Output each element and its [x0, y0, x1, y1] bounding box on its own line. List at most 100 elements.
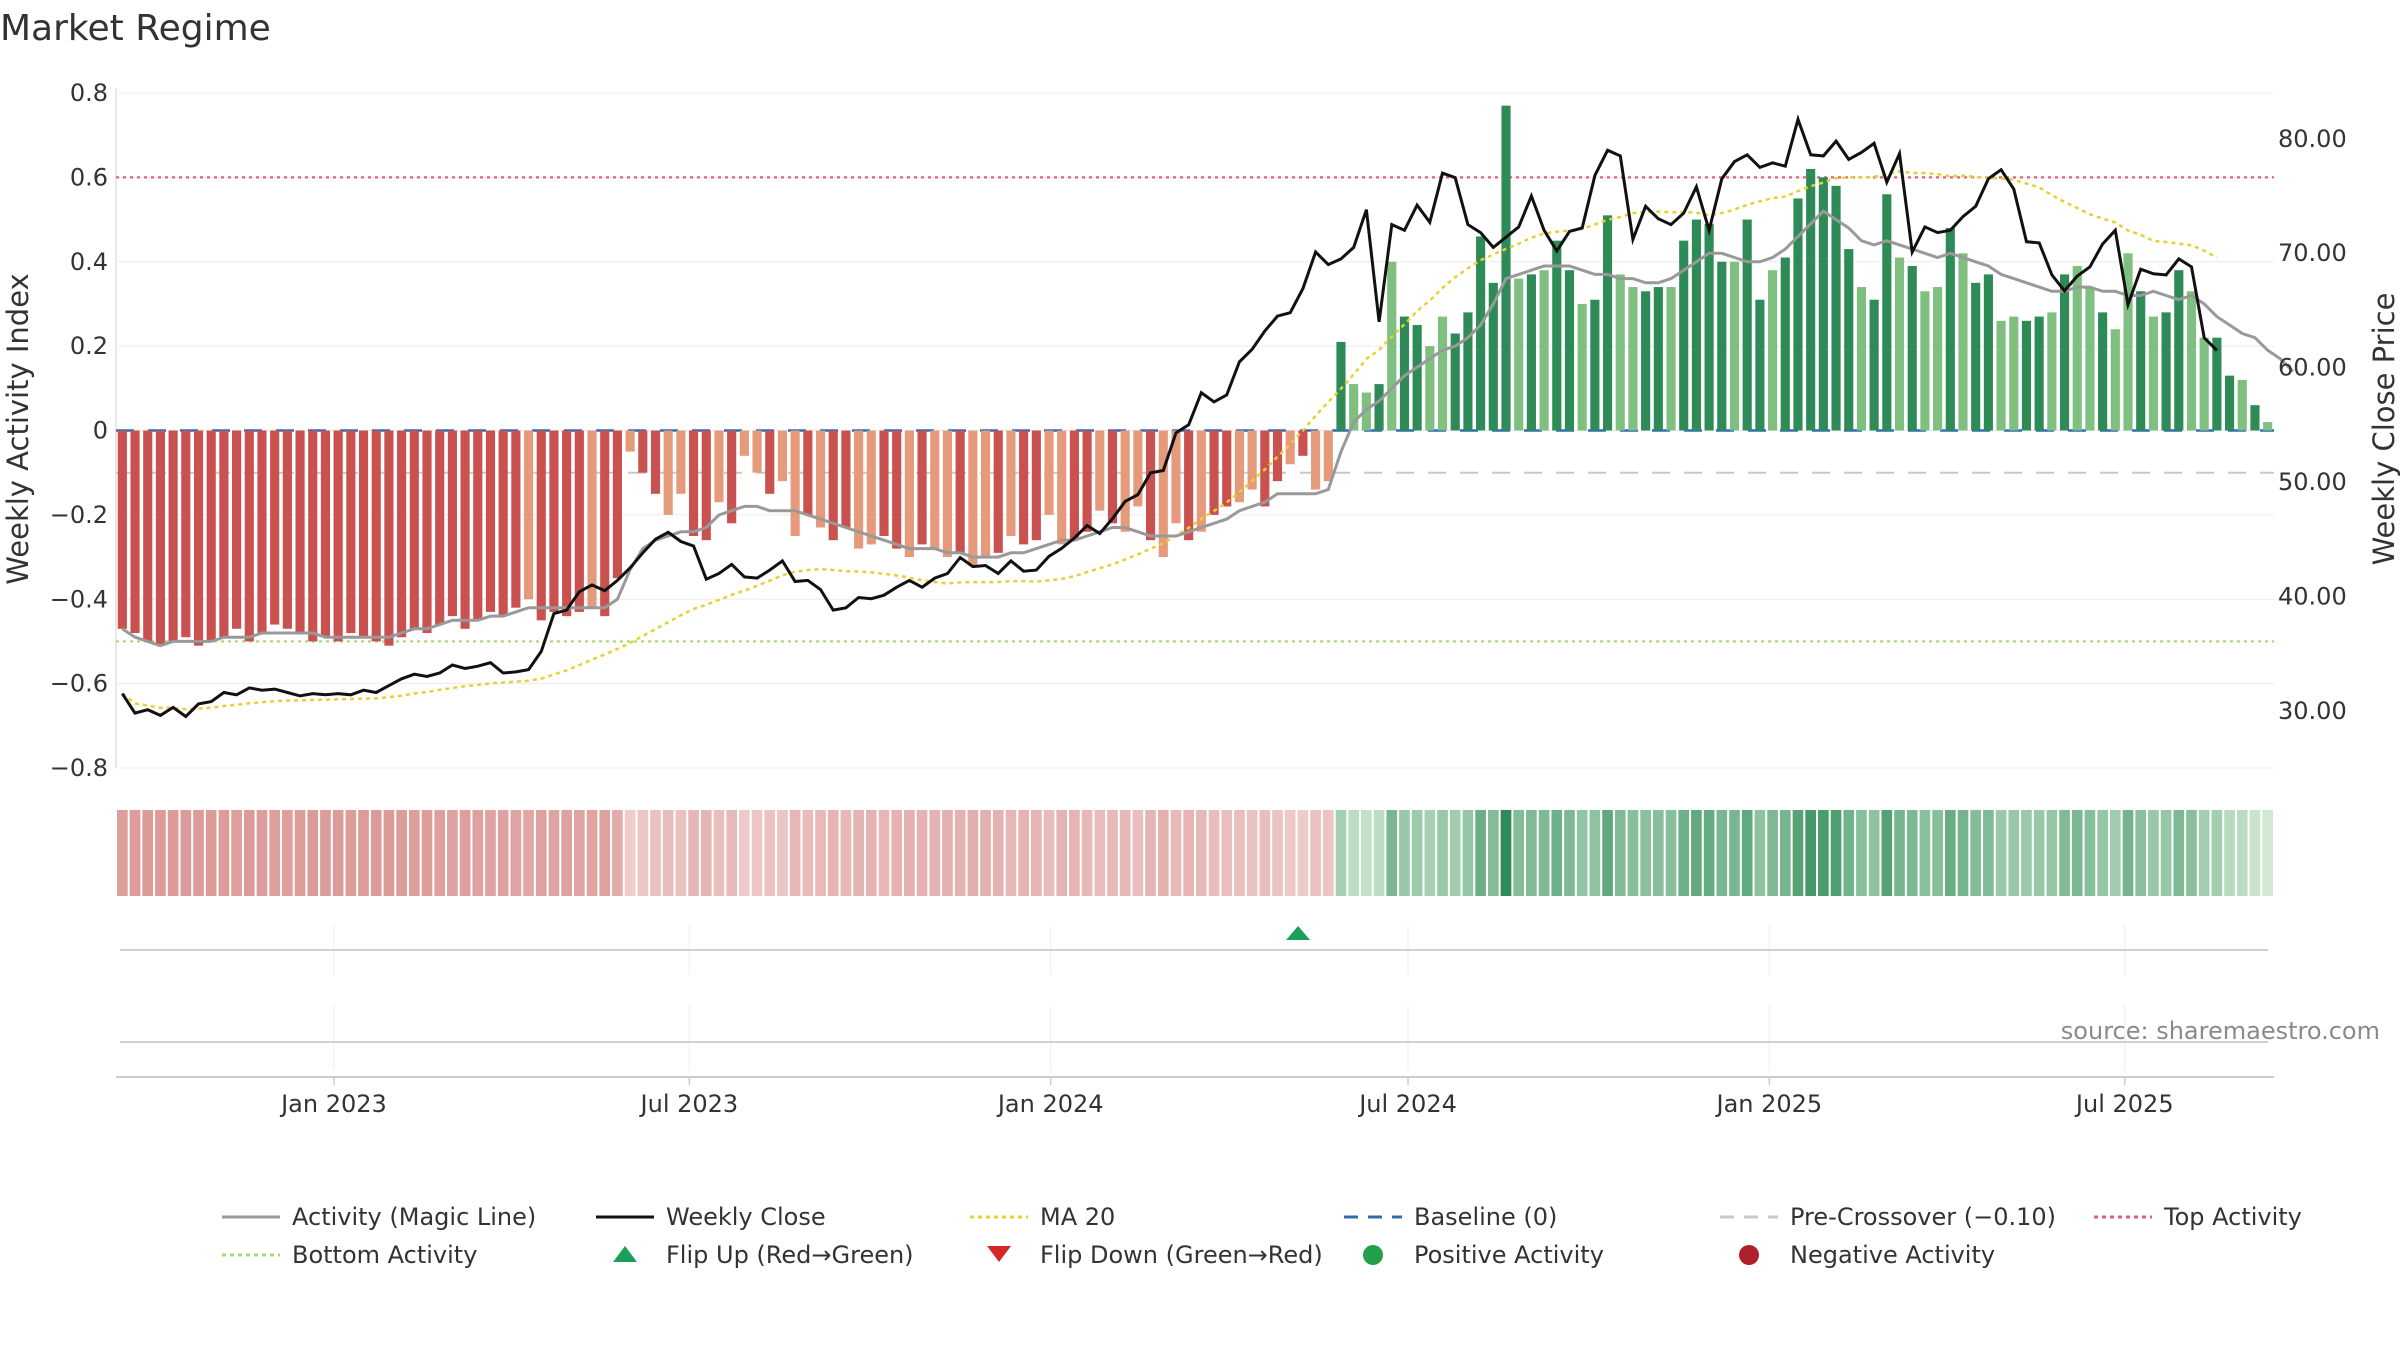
heat-strip-cell — [1538, 810, 1550, 896]
x-tick-label: Jul 2025 — [2074, 1090, 2174, 1118]
activity-bar — [1882, 194, 1892, 431]
activity-bar — [2212, 337, 2222, 431]
heat-strip-cell — [942, 810, 953, 896]
activity-bar — [206, 430, 216, 642]
heat-strip-cell — [1627, 810, 1639, 896]
heat-strip-cell — [2097, 810, 2108, 896]
legend-item: Bottom Activity — [222, 1241, 477, 1269]
activity-bar — [2136, 291, 2146, 431]
activity-bar — [1463, 312, 1473, 431]
activity-bar — [1095, 430, 1105, 511]
activity-bar — [1437, 316, 1448, 431]
heat-strip-cell — [2084, 810, 2096, 896]
activity-bar — [1399, 316, 1410, 431]
heat-strip-cell — [1551, 810, 1563, 896]
activity-bar — [1298, 430, 1308, 456]
activity-bar — [1272, 430, 1283, 482]
heat-strip-cell — [726, 810, 737, 896]
activity-bar — [232, 430, 242, 629]
activity-bar — [676, 430, 686, 494]
activity-bar — [193, 430, 204, 646]
heat-strip-cell — [1906, 810, 1918, 896]
heat-strip-cell — [853, 810, 864, 896]
heat-strip-cell — [713, 810, 725, 896]
heat-strip-cell — [1640, 810, 1651, 896]
activity-bar — [1907, 265, 1917, 431]
heat-strip-cell — [243, 810, 255, 896]
heat-strip-cell — [1081, 810, 1093, 896]
flip-up-marker — [1286, 926, 1311, 940]
heat-strip-cell — [700, 810, 712, 896]
activity-bar — [1006, 430, 1016, 536]
heat-strip-cell — [1830, 810, 1842, 896]
activity-bar — [727, 430, 737, 524]
activity-bars — [117, 105, 2273, 646]
heat-strip-cell — [1868, 810, 1880, 896]
heat-strip-cell — [205, 810, 217, 896]
activity-bar — [612, 430, 622, 579]
activity-dots-panel — [120, 1005, 2268, 1070]
heat-strip-cell — [1310, 810, 1321, 896]
flip-markers-panel — [120, 925, 2268, 975]
activity-bar — [714, 430, 724, 503]
source-credit: source: sharemaestro.com — [2061, 1017, 2380, 1045]
heat-strip-cell — [447, 810, 458, 896]
heat-strip-cell — [129, 810, 141, 896]
heat-strip-cell — [1119, 810, 1131, 896]
activity-bar — [1729, 261, 1740, 431]
legend-label: MA 20 — [1040, 1203, 1115, 1231]
heat-strip-cell — [282, 810, 293, 896]
activity-bar — [1387, 261, 1397, 431]
heat-strip-cell — [320, 810, 331, 896]
legend-item: Pre-Crossover (−0.10) — [1720, 1203, 2056, 1231]
heat-strip-cell — [1297, 810, 1309, 896]
legend-item: Activity (Magic Line) — [222, 1203, 536, 1231]
activity-bar — [955, 430, 965, 553]
heat-strip-cell — [751, 810, 763, 896]
magic-line — [121, 209, 2295, 648]
heat-strip-cell — [1513, 810, 1525, 896]
heat-strip-cell — [294, 810, 306, 896]
heat-strip-cell — [2033, 810, 2045, 896]
activity-bar — [739, 430, 749, 456]
heat-strip-cell — [1411, 810, 1423, 896]
activity-bar — [422, 430, 432, 633]
heat-strip-cell — [472, 810, 484, 896]
heat-strip-cell — [1322, 810, 1334, 896]
y-left-tick-label: −0.6 — [50, 670, 108, 698]
heat-strip-cell — [637, 810, 649, 896]
activity-bar — [1615, 274, 1625, 431]
heat-strip-cell — [1564, 810, 1575, 896]
y-left-tick-label: 0.8 — [70, 79, 108, 107]
legend-label: Activity (Magic Line) — [292, 1203, 536, 1231]
activity-bar — [562, 430, 572, 617]
heat-strip-cell — [1703, 810, 1715, 896]
heat-strip-cell — [980, 810, 991, 896]
heat-strip-cell — [307, 810, 319, 896]
heat-strip-cell — [1449, 810, 1461, 896]
activity-bar — [1285, 430, 1295, 465]
activity-bar — [435, 430, 445, 625]
activity-bar — [130, 430, 140, 633]
heat-strip-cell — [2008, 810, 2020, 896]
heat-strip-cell — [510, 810, 522, 896]
activity-bar — [181, 430, 191, 638]
activity-bar — [1222, 430, 1232, 507]
activity-bar — [523, 430, 534, 600]
activity-bar — [638, 430, 648, 473]
activity-bar — [689, 430, 699, 536]
activity-bar — [320, 430, 331, 638]
activity-bar — [2263, 422, 2273, 431]
heat-strip-cell — [2249, 810, 2261, 896]
heat-strip-cell — [1881, 810, 1893, 896]
activity-bar — [409, 430, 419, 629]
legend-item: Top Activity — [2094, 1203, 2302, 1231]
activity-bar — [1831, 185, 1841, 431]
activity-bar — [397, 430, 407, 638]
heat-strip-cell — [1208, 810, 1220, 896]
heat-strip-cell — [827, 810, 839, 896]
heat-strip-cell — [891, 810, 903, 896]
activity-bar — [1666, 287, 1676, 431]
heat-strip-cell — [1462, 810, 1474, 896]
legend-label: Flip Down (Green→Red) — [1040, 1241, 1323, 1269]
